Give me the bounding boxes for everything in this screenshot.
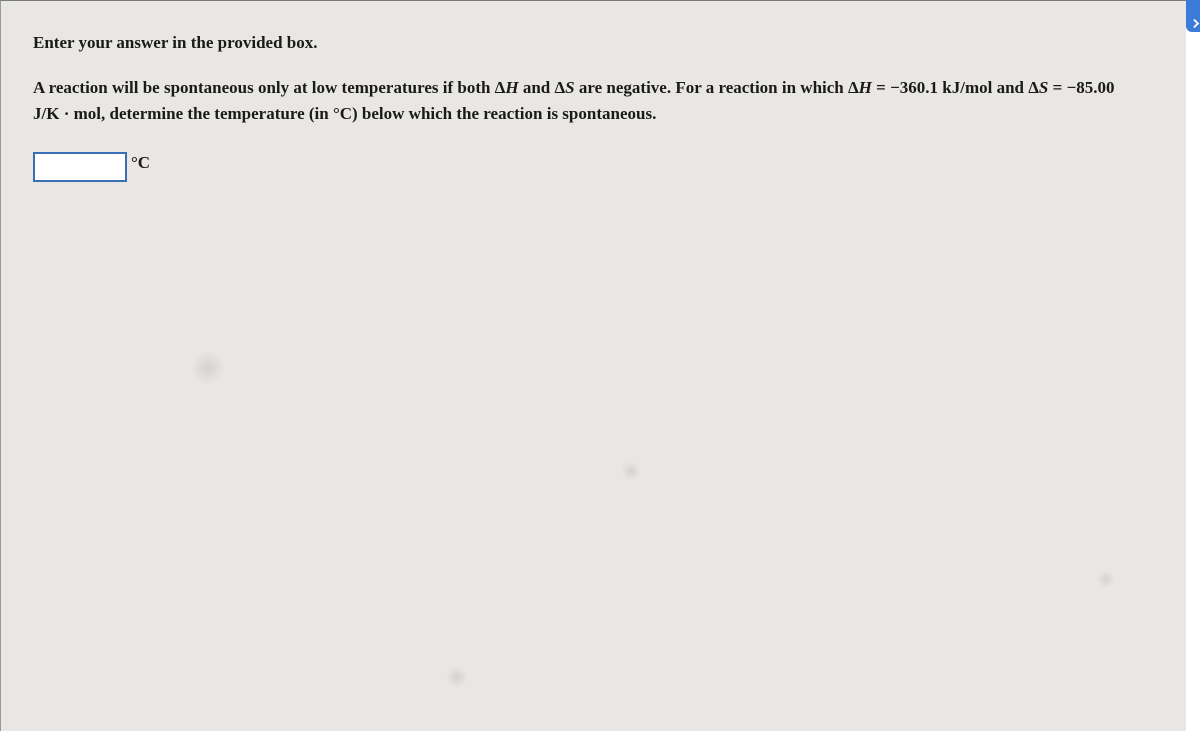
answer-row: °C <box>33 152 1158 182</box>
question-text: A reaction will be spontaneous only at l… <box>33 75 1123 128</box>
paper-smudge <box>1096 571 1116 587</box>
paper-smudge <box>621 461 641 481</box>
answer-input[interactable] <box>33 152 127 182</box>
answer-unit: °C <box>131 153 150 173</box>
instruction-text: Enter your answer in the provided box. <box>33 33 1158 53</box>
question-page: Enter your answer in the provided box. A… <box>0 0 1186 731</box>
paper-smudge <box>191 351 225 385</box>
side-tab-toggle[interactable] <box>1186 0 1200 32</box>
paper-smudge <box>446 666 468 688</box>
